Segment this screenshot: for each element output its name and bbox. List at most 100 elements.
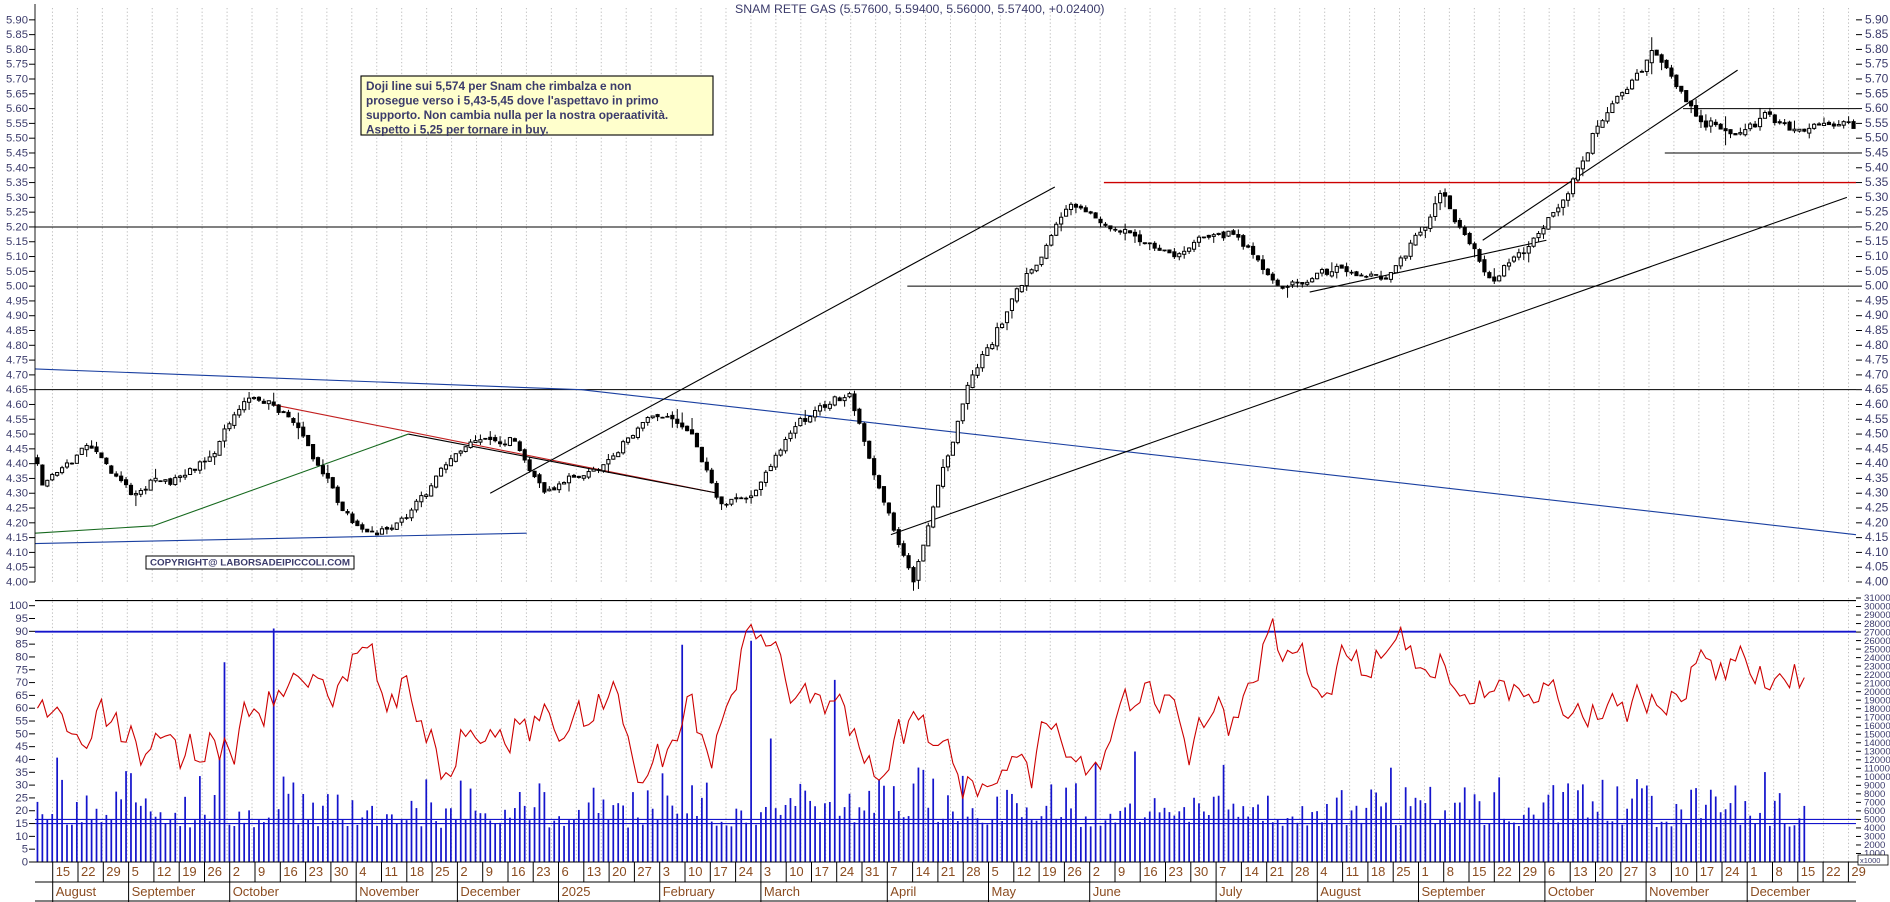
svg-text:15: 15 (56, 864, 70, 879)
svg-text:4.35: 4.35 (1865, 471, 1889, 485)
svg-text:17: 17 (815, 864, 829, 879)
svg-text:4.75: 4.75 (1865, 353, 1889, 367)
svg-text:3: 3 (663, 864, 670, 879)
svg-text:4.55: 4.55 (1865, 412, 1889, 426)
svg-text:8: 8 (1447, 864, 1454, 879)
svg-text:5.70: 5.70 (6, 74, 28, 86)
svg-text:35: 35 (15, 767, 28, 779)
svg-text:18: 18 (1371, 864, 1385, 879)
svg-text:13: 13 (1573, 864, 1587, 879)
svg-text:Aspetto i 5,25 per tornare in: Aspetto i 5,25 per tornare in buy. (366, 123, 549, 137)
svg-text:4.95: 4.95 (1865, 293, 1889, 307)
svg-text:28: 28 (1295, 864, 1309, 879)
svg-text:22: 22 (81, 864, 95, 879)
svg-text:October: October (233, 884, 280, 899)
svg-text:5.50: 5.50 (6, 133, 28, 145)
svg-text:8: 8 (1776, 864, 1783, 879)
svg-text:14: 14 (916, 864, 930, 879)
svg-text:5.35: 5.35 (6, 177, 28, 189)
svg-text:4.50: 4.50 (1865, 427, 1889, 441)
svg-text:6: 6 (562, 864, 569, 879)
svg-text:5: 5 (992, 864, 999, 879)
svg-text:24: 24 (1725, 864, 1739, 879)
svg-text:5.65: 5.65 (6, 88, 28, 100)
svg-text:4.70: 4.70 (1865, 367, 1889, 381)
svg-text:12: 12 (157, 864, 171, 879)
svg-text:5.70: 5.70 (1865, 72, 1889, 86)
svg-text:5.75: 5.75 (6, 59, 28, 71)
svg-text:1: 1 (1750, 864, 1757, 879)
svg-text:20: 20 (15, 805, 28, 817)
svg-text:40: 40 (15, 754, 28, 766)
svg-text:supporto. Non cambia nulla per: supporto. Non cambia nulla per la nostra… (366, 108, 668, 122)
svg-text:4.05: 4.05 (6, 562, 28, 574)
svg-text:5.55: 5.55 (6, 118, 28, 130)
svg-text:70: 70 (15, 677, 28, 689)
svg-text:4.90: 4.90 (1865, 308, 1889, 322)
svg-text:December: December (1750, 884, 1811, 899)
svg-text:5.30: 5.30 (6, 192, 28, 204)
svg-text:5.35: 5.35 (1865, 175, 1889, 189)
svg-text:4.00: 4.00 (1865, 575, 1889, 589)
svg-text:4.80: 4.80 (1865, 338, 1889, 352)
svg-text:26: 26 (1067, 864, 1081, 879)
svg-text:4.35: 4.35 (6, 473, 28, 485)
svg-text:16: 16 (511, 864, 525, 879)
svg-text:September: September (1422, 884, 1486, 899)
svg-text:4.10: 4.10 (6, 547, 28, 559)
svg-text:5.45: 5.45 (6, 147, 28, 159)
svg-text:10: 10 (15, 831, 28, 843)
svg-text:5.65: 5.65 (1865, 86, 1889, 100)
svg-text:90: 90 (15, 626, 28, 638)
svg-text:25: 25 (1396, 864, 1410, 879)
svg-text:4.80: 4.80 (6, 340, 28, 352)
svg-text:29: 29 (1523, 864, 1537, 879)
svg-text:October: October (1548, 884, 1595, 899)
svg-text:4.30: 4.30 (1865, 486, 1889, 500)
svg-text:4.05: 4.05 (1865, 560, 1889, 574)
svg-text:x1000: x1000 (1860, 856, 1880, 865)
svg-text:4.45: 4.45 (6, 443, 28, 455)
svg-text:20: 20 (1599, 864, 1613, 879)
svg-text:5.15: 5.15 (1865, 234, 1889, 248)
svg-text:Doji line sui 5,574 per Snam: Doji line sui 5,574 per Snam che rimbalz… (366, 79, 632, 93)
svg-text:30: 30 (1194, 864, 1208, 879)
svg-text:5.85: 5.85 (6, 29, 28, 41)
svg-text:65: 65 (15, 690, 28, 702)
svg-text:1: 1 (1422, 864, 1429, 879)
svg-text:75: 75 (15, 664, 28, 676)
svg-text:4.70: 4.70 (6, 369, 28, 381)
svg-text:28: 28 (966, 864, 980, 879)
svg-text:5.45: 5.45 (1865, 145, 1889, 159)
svg-text:5.05: 5.05 (6, 266, 28, 278)
svg-text:5.85: 5.85 (1865, 27, 1889, 41)
svg-text:24: 24 (840, 864, 854, 879)
svg-text:2: 2 (1093, 864, 1100, 879)
svg-text:COPYRIGHT@ LABORSADEIPICCOLI.C: COPYRIGHT@ LABORSADEIPICCOLI.COM (150, 558, 350, 569)
svg-text:5.60: 5.60 (1865, 101, 1889, 115)
svg-text:5.80: 5.80 (1865, 42, 1889, 56)
svg-text:11: 11 (385, 864, 399, 879)
svg-text:3: 3 (1649, 864, 1656, 879)
svg-text:4.45: 4.45 (1865, 441, 1889, 455)
svg-text:4.25: 4.25 (6, 503, 28, 515)
svg-text:9: 9 (258, 864, 265, 879)
svg-text:26: 26 (208, 864, 222, 879)
svg-text:16: 16 (283, 864, 297, 879)
svg-text:12: 12 (1017, 864, 1031, 879)
svg-text:25: 25 (435, 864, 449, 879)
svg-text:prosegue verso i 5,43-5,45 dov: prosegue verso i 5,43-5,45 dove l'aspett… (366, 94, 659, 108)
svg-text:95: 95 (15, 613, 28, 625)
svg-text:14: 14 (1244, 864, 1258, 879)
svg-text:16: 16 (1143, 864, 1157, 879)
svg-text:5.90: 5.90 (6, 14, 28, 26)
svg-text:4.60: 4.60 (1865, 397, 1889, 411)
svg-text:30: 30 (334, 864, 348, 879)
svg-text:27: 27 (1624, 864, 1638, 879)
svg-text:20: 20 (612, 864, 626, 879)
svg-text:11: 11 (1346, 864, 1360, 879)
svg-text:55: 55 (15, 716, 28, 728)
svg-text:4.25: 4.25 (1865, 501, 1889, 515)
svg-text:5.40: 5.40 (1865, 160, 1889, 174)
svg-text:15: 15 (1801, 864, 1815, 879)
